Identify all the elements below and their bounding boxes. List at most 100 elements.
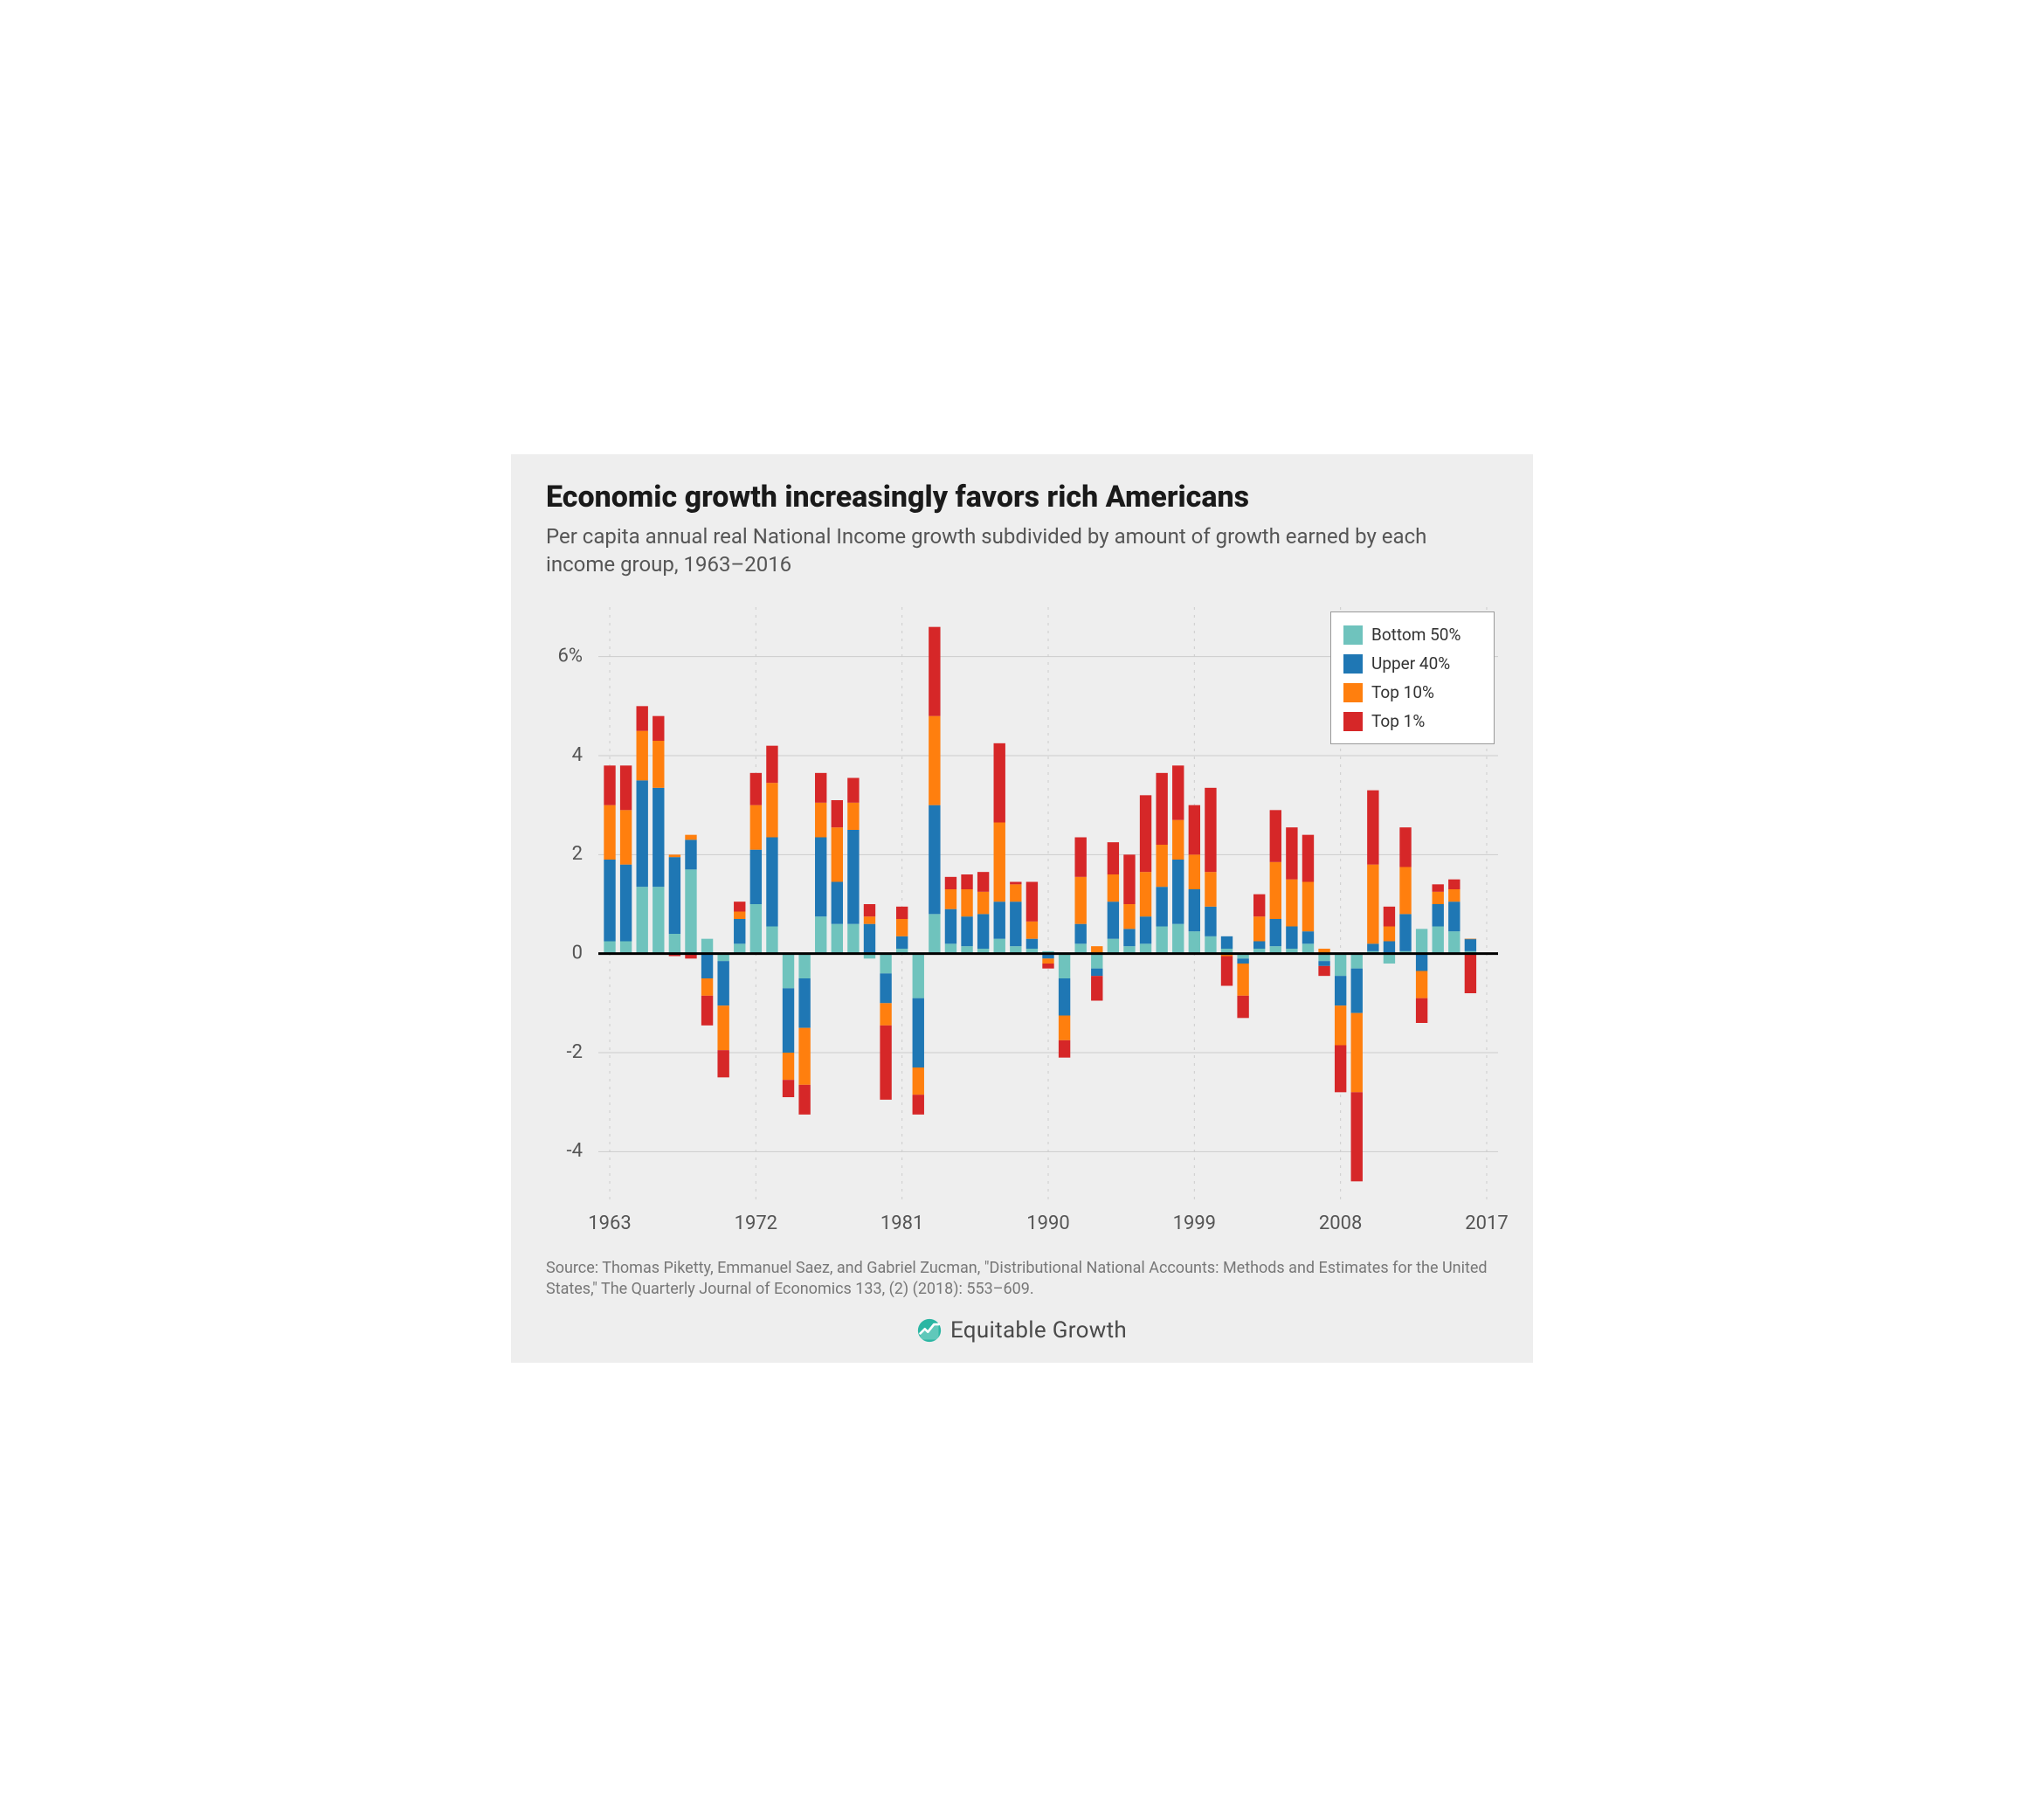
bar-segment (896, 907, 908, 919)
bar-segment (1286, 880, 1297, 927)
bar-segment (832, 800, 843, 827)
legend-item: Upper 40% (1343, 653, 1481, 674)
bar-segment (1059, 978, 1070, 1016)
bar-segment (1253, 895, 1265, 917)
bar-segment (1286, 927, 1297, 950)
legend-item: Top 10% (1343, 682, 1481, 702)
bar-segment (1237, 964, 1248, 996)
bar-segment (1205, 788, 1216, 872)
bar-segment (685, 835, 696, 840)
legend-swatch (1343, 625, 1363, 645)
bar-segment (1270, 919, 1281, 946)
bar-segment (637, 887, 648, 954)
bar-segment (1286, 827, 1297, 880)
bar-segment (1318, 966, 1329, 976)
bar-segment (1302, 835, 1314, 882)
bar-segment (864, 904, 875, 916)
bar-segment (750, 904, 762, 954)
bar-segment (961, 874, 972, 889)
bar-segment (1416, 929, 1427, 953)
x-tick-label: 1963 (588, 1212, 631, 1234)
bar-segment (1123, 929, 1135, 946)
bar-segment (1059, 954, 1070, 978)
bar-segment (604, 765, 615, 805)
bar-segment (1140, 943, 1151, 953)
bar-segment (766, 746, 777, 784)
bar-segment (701, 954, 713, 978)
bar-segment (1384, 954, 1395, 964)
bar-segment (1433, 892, 1444, 904)
bar-segment (798, 954, 810, 978)
bar-segment (1253, 942, 1265, 950)
legend-label: Top 10% (1371, 682, 1434, 702)
bar-segment (1335, 1046, 1346, 1093)
bar-segment (1140, 795, 1151, 872)
bar-segment (734, 943, 745, 953)
bar-segment (945, 943, 956, 953)
bar-segment (1416, 954, 1427, 971)
bar-segment (1140, 916, 1151, 943)
bar-segment (604, 942, 615, 954)
bar-segment (815, 773, 826, 803)
bar-segment (1399, 867, 1411, 915)
bar-segment (783, 1080, 794, 1097)
bar-segment (832, 827, 843, 881)
bar-segment (798, 1085, 810, 1115)
bar-segment (1302, 882, 1314, 932)
bar-segment (1156, 927, 1167, 954)
figure-root: Economic growth increasingly favors rich… (511, 454, 1533, 1363)
bar-segment (1059, 1040, 1070, 1058)
brand-footer: Equitable Growth (511, 1317, 1533, 1344)
bar-segment (1318, 961, 1329, 966)
bar-segment (880, 1003, 891, 1026)
bar-segment (1221, 936, 1233, 949)
bar-segment (653, 887, 664, 954)
bar-segment (1042, 964, 1053, 969)
bar-segment (929, 914, 940, 953)
bar-segment (717, 961, 729, 1005)
bar-segment (766, 838, 777, 927)
legend-swatch (1343, 654, 1363, 674)
bar-segment (701, 978, 713, 996)
bar-segment (1237, 996, 1248, 1019)
bar-segment (701, 996, 713, 1026)
y-tick-label: 0 (572, 942, 583, 964)
bar-segment (1448, 902, 1460, 931)
bar-segment (1026, 882, 1038, 922)
bar-segment (1059, 1016, 1070, 1040)
bar-segment (945, 877, 956, 889)
bar-segment (1221, 957, 1233, 986)
bar-segment (783, 988, 794, 1053)
bar-segment (1156, 845, 1167, 887)
bar-segment (945, 909, 956, 944)
bar-segment (929, 716, 940, 805)
bar-segment (734, 902, 745, 911)
bar-segment (750, 850, 762, 904)
bar-segment (1205, 907, 1216, 936)
bar-segment (815, 916, 826, 954)
chart-source: Source: Thomas Piketty, Emmanuel Saez, a… (546, 1258, 1498, 1301)
legend-label: Upper 40% (1371, 653, 1450, 674)
bar-segment (1351, 1092, 1363, 1181)
bar-segment (669, 857, 680, 934)
legend-swatch (1343, 712, 1363, 731)
bar-segment (1010, 902, 1021, 946)
x-tick-label: 1990 (1026, 1212, 1069, 1234)
bar-segment (1189, 854, 1200, 889)
bar-segment (961, 889, 972, 916)
bar-segment (1108, 842, 1119, 874)
y-tick-label: -4 (567, 1140, 583, 1162)
bar-segment (701, 939, 713, 954)
bar-segment (1189, 931, 1200, 954)
bar-segment (1010, 884, 1021, 902)
bar-segment (1205, 872, 1216, 907)
bar-segment (604, 805, 615, 860)
chart-legend: Bottom 50%Upper 40%Top 10%Top 1% (1330, 611, 1495, 744)
bar-segment (1123, 854, 1135, 904)
bar-segment (750, 773, 762, 805)
bar-segment (832, 882, 843, 924)
bar-segment (750, 805, 762, 850)
brand-name: Equitable Growth (950, 1317, 1127, 1344)
bar-segment (1205, 936, 1216, 954)
bar-segment (653, 716, 664, 741)
